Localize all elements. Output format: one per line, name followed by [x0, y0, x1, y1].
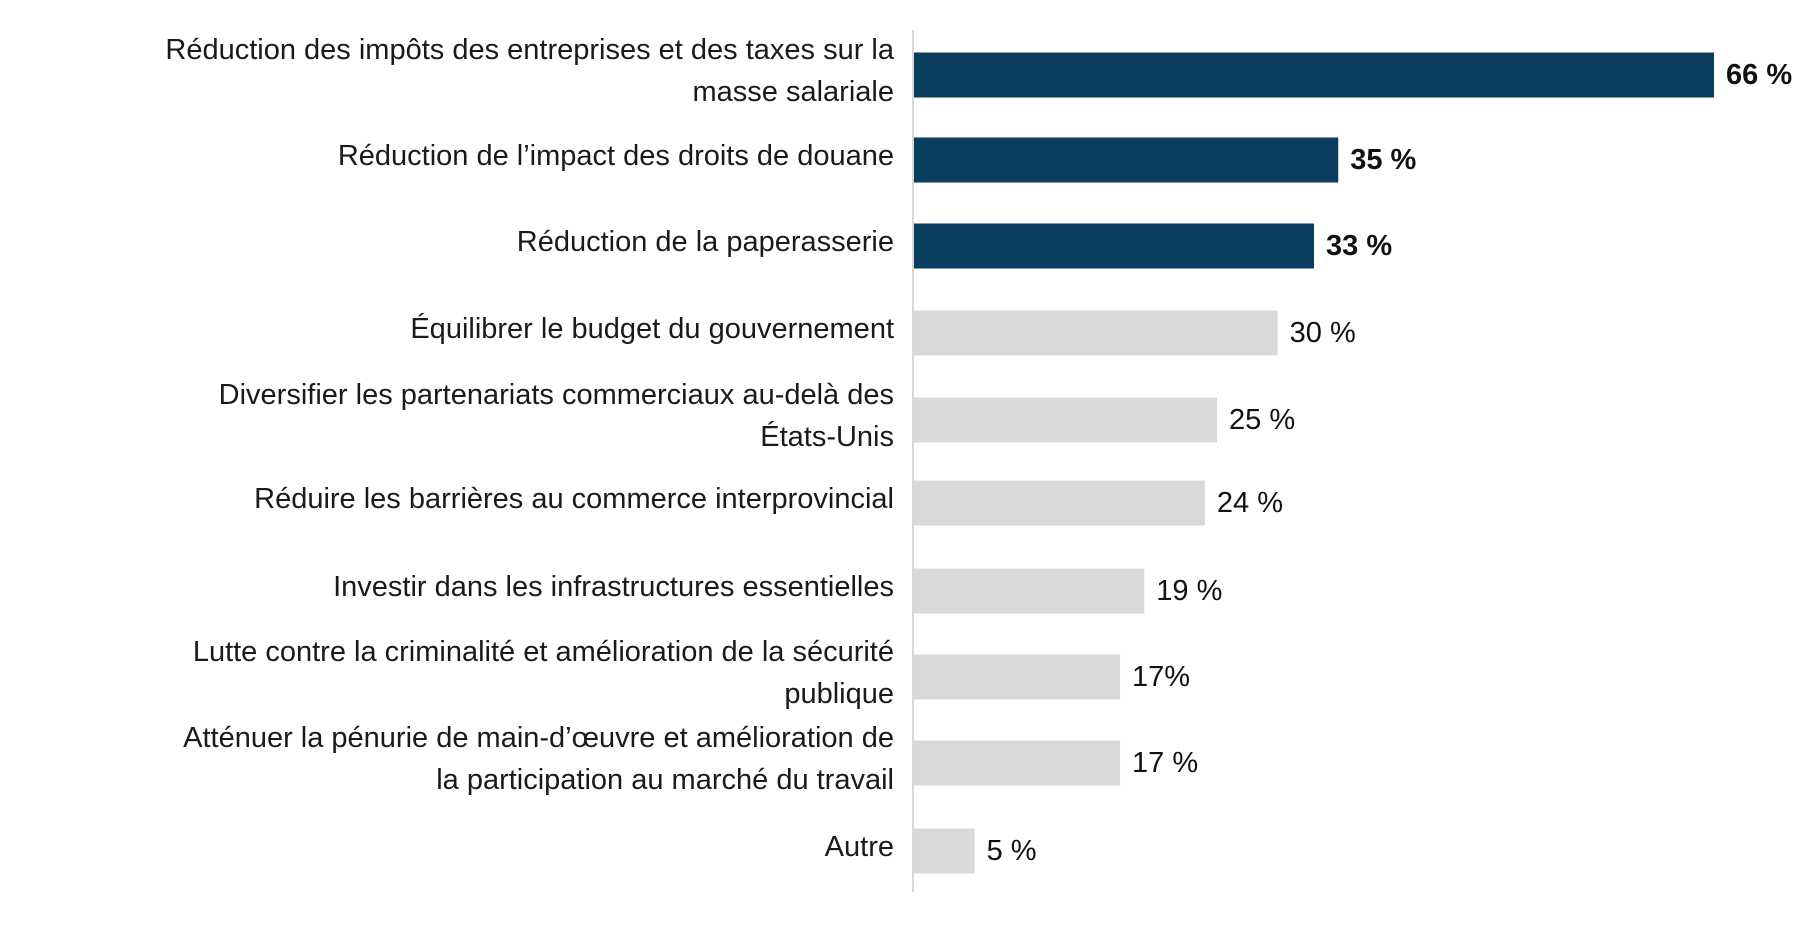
bar-value-label: 35 %	[1350, 144, 1416, 176]
category-label: Autre	[825, 831, 894, 863]
bar-value-label: 66 %	[1726, 59, 1792, 91]
category-label: Réduire les barrières au commerce interp…	[254, 483, 894, 515]
bar-value-label: 33 %	[1326, 230, 1392, 262]
bar-value-label: 17%	[1132, 661, 1190, 693]
category-label: masse salariale	[693, 76, 894, 108]
bar	[914, 828, 975, 874]
category-label: États-Unis	[760, 420, 894, 453]
bars-layer	[914, 52, 1714, 874]
bar-value-label: 30 %	[1290, 317, 1356, 349]
bar	[914, 568, 1145, 614]
category-label: Lutte contre la criminalité et améliorat…	[193, 636, 894, 668]
category-label: Réduction de la paperasserie	[517, 226, 894, 258]
category-label: Équilibrer le budget du gouvernement	[410, 312, 894, 345]
bar-value-label: 17 %	[1132, 747, 1198, 779]
bar	[914, 740, 1121, 786]
category-label: Réduction de l’impact des droits de doua…	[338, 140, 894, 172]
category-label: publique	[784, 678, 894, 710]
bar	[914, 480, 1205, 526]
bar-value-label: 24 %	[1217, 487, 1283, 519]
bar-value-label: 5 %	[987, 835, 1037, 867]
bar	[914, 310, 1278, 356]
category-label: Investir dans les infrastructures essent…	[333, 571, 894, 603]
category-label: Atténuer la pénurie de main-d’œuvre et a…	[183, 722, 894, 754]
category-labels-layer: Réduction des impôts des entreprises et …	[165, 34, 894, 863]
category-label: la participation au marché du travail	[436, 764, 894, 796]
bar	[914, 137, 1339, 183]
category-label: Diversifier les partenariats commerciaux…	[219, 379, 894, 411]
bar-value-label: 19 %	[1156, 575, 1222, 607]
bar	[914, 223, 1314, 269]
bar-value-label: 25 %	[1229, 404, 1295, 436]
value-labels-layer: 66 % 35 % 33 % 30 % 25 % 24 % 19 % 17% 17 % 5 %	[987, 59, 1793, 867]
bar	[914, 397, 1218, 443]
bar	[914, 52, 1714, 98]
category-label: Réduction des impôts des entreprises et …	[165, 34, 894, 66]
bar	[914, 654, 1121, 700]
